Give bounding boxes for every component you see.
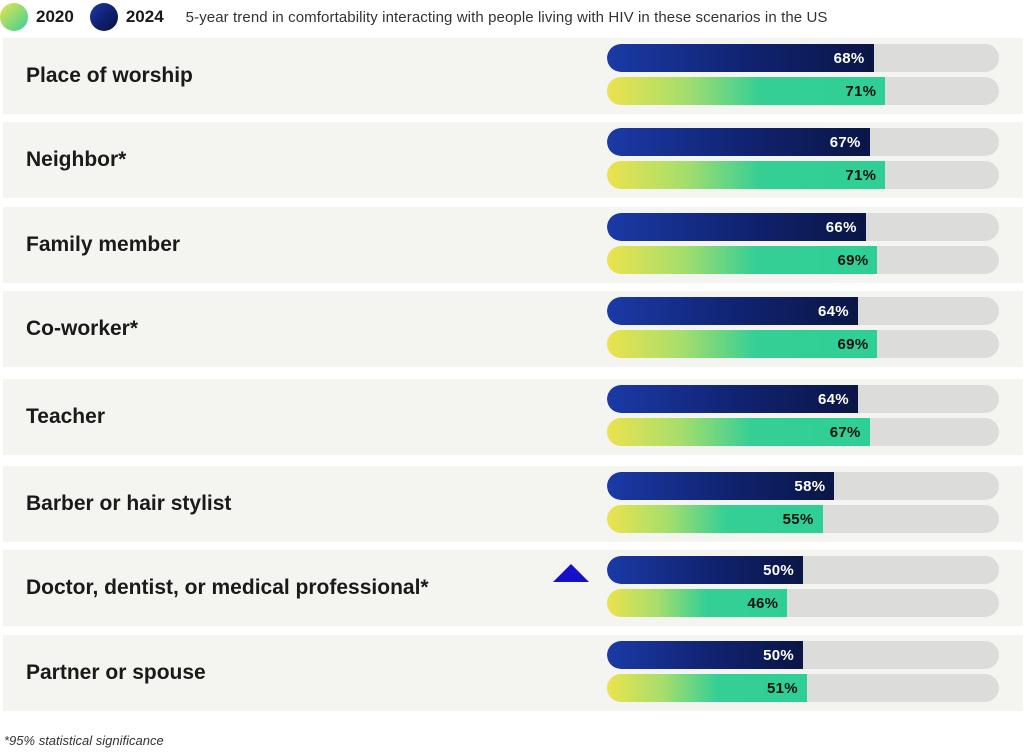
bar-value-2024: 64% [817,390,849,408]
legend-label-2024: 2024 [125,7,164,26]
bar-value-2024: 67% [829,133,861,151]
bar-2020: 69% [607,330,878,358]
bar-2020: 51% [607,674,807,702]
bar-2020: 67% [607,418,870,446]
bar-track-2020: 71% [607,161,999,189]
legend-swatch-2024 [89,3,118,31]
footnote: *95% statistical significance [4,733,164,748]
bar-2024: 64% [607,385,858,413]
bar-2024: 58% [607,472,835,500]
bar-value-2020: 71% [845,166,877,184]
legend-item-2024: 2024 [89,3,164,31]
category-label: Doctor, dentist, or medical professional… [26,576,429,599]
bar-track-2024: 58% [607,472,999,500]
bar-track-2024: 64% [607,297,999,325]
bar-track-2020: 69% [607,246,999,274]
bar-value-2020: 51% [766,679,798,697]
bar-value-2020: 67% [829,423,861,441]
bar-2020: 69% [607,246,878,274]
bar-value-2020: 69% [837,251,869,269]
bar-2024: 50% [607,556,803,584]
category-label: Barber or hair stylist [26,492,232,515]
bar-track-2020: 69% [607,330,999,358]
legend-swatch-2020 [0,3,28,31]
bar-2024: 68% [607,44,874,72]
bar-track-2020: 55% [607,505,999,533]
bar-value-2020: 46% [747,594,779,612]
bar-value-2024: 58% [794,477,826,495]
bar-track-2024: 66% [607,213,999,241]
bar-track-2020: 51% [607,674,999,702]
bar-value-2020: 69% [837,335,869,353]
bar-value-2024: 68% [833,49,865,67]
bar-track-2020: 71% [607,77,999,105]
bar-value-2024: 50% [763,646,794,664]
category-label: Family member [26,233,181,256]
bar-value-2024: 64% [817,302,849,320]
bar-value-2024: 66% [825,218,857,236]
category-label: Teacher [26,405,105,428]
bar-value-2020: 55% [782,510,814,528]
bar-track-2024: 67% [607,128,999,156]
bar-2020: 46% [607,589,788,617]
bar-track-2024: 50% [607,556,999,584]
bar-value-2020: 71% [845,82,877,100]
bar-track-2020: 46% [607,589,999,617]
bar-2020: 71% [607,161,886,189]
bar-2024: 66% [607,213,866,241]
chart-title: 5-year trend in comfortability interacti… [185,8,828,26]
legend: 2020 2024 5-year trend in comfortability… [0,0,1024,34]
bar-value-2024: 50% [763,561,794,579]
bar-2020: 71% [607,77,886,105]
bar-track-2024: 50% [607,641,999,669]
bar-2024: 67% [607,128,870,156]
bar-2020: 55% [607,505,823,533]
legend-label-2020: 2020 [36,7,74,26]
category-label: Co-worker* [26,317,139,340]
legend-item-2020: 2020 [0,3,74,31]
category-label: Partner or spouse [26,661,206,684]
bar-2024: 64% [607,297,858,325]
category-label: Neighbor* [26,148,127,171]
bar-track-2024: 64% [607,385,999,413]
bar-2024: 50% [607,641,803,669]
bar-track-2024: 68% [607,44,999,72]
category-label: Place of worship [26,64,193,87]
bar-track-2020: 67% [607,418,999,446]
significant-increase-icon [553,564,589,582]
